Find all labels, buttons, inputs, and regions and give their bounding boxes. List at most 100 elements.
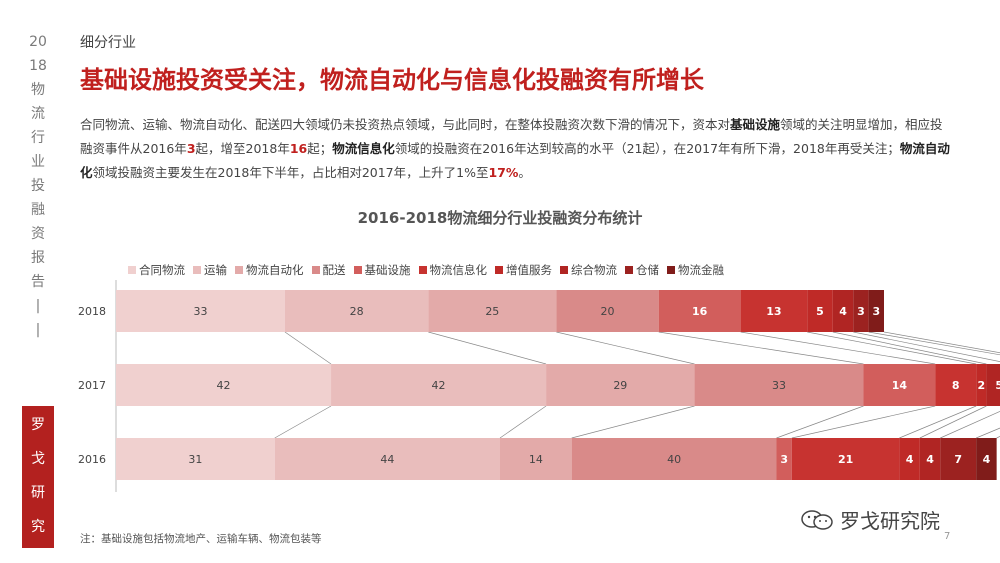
bar-segment <box>986 364 1000 406</box>
connector-line <box>428 331 547 365</box>
bar-segment <box>899 438 920 480</box>
sidebar-char: 投 <box>31 178 45 194</box>
intro-bold: 物流信息化 <box>332 141 395 156</box>
sidebar-char: 资 <box>31 226 45 242</box>
sidebar-char: | <box>35 322 41 338</box>
connector-line <box>658 331 864 365</box>
bar-segment <box>500 438 572 480</box>
data-label: 5 <box>816 305 824 318</box>
legend-item: 物流自动化 <box>235 262 304 278</box>
legend-label: 综合物流 <box>571 263 617 277</box>
legend-swatch <box>353 266 362 274</box>
bar-segment <box>284 290 429 332</box>
legend-swatch <box>495 266 503 274</box>
sidebar-year-line-2: 18 <box>29 58 47 74</box>
connector-line <box>868 331 1000 356</box>
connector-line <box>853 331 1000 362</box>
bar-segment <box>940 438 977 480</box>
intro-text: 领域的关注明显增加，相应投融资事件从2016年 <box>80 117 943 156</box>
connector-line <box>996 435 1000 439</box>
connector-line <box>940 410 1000 439</box>
sidebar-char: 流 <box>31 106 45 122</box>
data-label: 16 <box>692 305 708 318</box>
legend-label: 物流金融 <box>678 263 724 277</box>
page-number: 7 <box>944 531 951 542</box>
sidebar-char: 融 <box>31 202 45 218</box>
bar-segment <box>571 438 777 480</box>
section-label: 细分行业 <box>80 35 136 51</box>
data-label: 4 <box>926 453 934 466</box>
sidebar-char: 物 <box>31 82 45 98</box>
legend-item: 物流金融 <box>667 262 724 278</box>
intro-text: 领域投融资主要发生在2018年下半年，占比相对2017年，上升了1%至 <box>92 165 489 180</box>
legend-swatch <box>560 266 568 274</box>
data-label: 13 <box>766 305 781 318</box>
legend-swatch <box>625 266 633 274</box>
logo: 罗戈研究院 <box>800 505 940 534</box>
bar-segment <box>116 438 275 480</box>
connector-line <box>499 405 547 439</box>
intro-bold: 物流自动化 <box>80 141 950 180</box>
connector-line <box>571 405 695 439</box>
data-label: 21 <box>838 453 853 466</box>
connector-line <box>776 405 864 439</box>
connector-line <box>919 405 987 439</box>
connector-line <box>832 331 987 365</box>
connector-line <box>284 331 332 365</box>
data-label: 25 <box>485 305 499 318</box>
bar-segment <box>791 438 900 480</box>
data-label: 7 <box>954 453 962 466</box>
legend-item: 配送 <box>311 262 346 278</box>
intro-text: 起； <box>307 141 333 156</box>
bar-segment <box>935 364 977 406</box>
data-label: 14 <box>529 453 543 466</box>
legend-swatch <box>128 266 136 274</box>
bar-segment <box>976 438 997 480</box>
sidebar: 20 18 物 流 行 业 投 融 资 报 告 | | <box>24 30 52 342</box>
intro-highlight: 17% <box>488 165 519 180</box>
legend-item: 运输 <box>193 262 227 278</box>
chart-title: 2016-2018物流细分行业投融资分布统计 <box>357 209 643 227</box>
legend-label: 物流信息化 <box>429 263 488 277</box>
bar-segment <box>116 290 285 332</box>
data-label: 29 <box>613 379 627 392</box>
data-label: 3 <box>857 305 865 318</box>
brand-char: 戈 <box>31 451 45 467</box>
legend-label: 配送 <box>322 263 346 277</box>
bar-segment <box>546 364 695 406</box>
legend-label: 物流自动化 <box>246 263 304 277</box>
legend-label: 增值服务 <box>506 263 552 277</box>
category-label: 2018 <box>78 305 106 318</box>
brand-char: 罗 <box>31 417 45 433</box>
data-label: 2 <box>977 379 985 392</box>
bar-segment <box>556 290 659 332</box>
data-label: 4 <box>906 453 914 466</box>
bar-segment <box>331 364 547 406</box>
intro-paragraph: 合同物流、运输、物流自动化、配送四大领域仍未投资热点领域，与此同时，在整体投融资… <box>80 113 950 185</box>
intro-bold: 基础设施 <box>730 117 781 132</box>
legend-swatch <box>418 266 427 274</box>
bar-segment <box>807 290 833 332</box>
legend-label: 运输 <box>204 263 227 277</box>
legend-item: 物流信息化 <box>418 262 488 278</box>
sidebar-year-line-1: 20 <box>29 34 47 50</box>
connector-line <box>556 331 695 365</box>
connector-line <box>740 331 936 365</box>
bar-segment <box>428 290 557 332</box>
bar-segment <box>863 364 936 406</box>
bar-segment <box>976 364 987 406</box>
sidebar-char: 报 <box>31 250 45 266</box>
data-label: 31 <box>188 453 202 466</box>
bar-segment <box>776 438 792 480</box>
bar-segment <box>740 290 808 332</box>
legend-swatch <box>193 266 201 274</box>
data-label: 14 <box>892 379 908 392</box>
connector-line <box>883 331 1000 354</box>
bar-segment <box>919 438 941 480</box>
legend-item: 仓储 <box>625 262 659 278</box>
connector-line <box>791 405 936 439</box>
data-label: 8 <box>952 379 960 392</box>
category-label: 2016 <box>78 453 106 466</box>
footnote: 注：基础设施包括物流地产、运输车辆、物流包装等 <box>80 533 322 545</box>
